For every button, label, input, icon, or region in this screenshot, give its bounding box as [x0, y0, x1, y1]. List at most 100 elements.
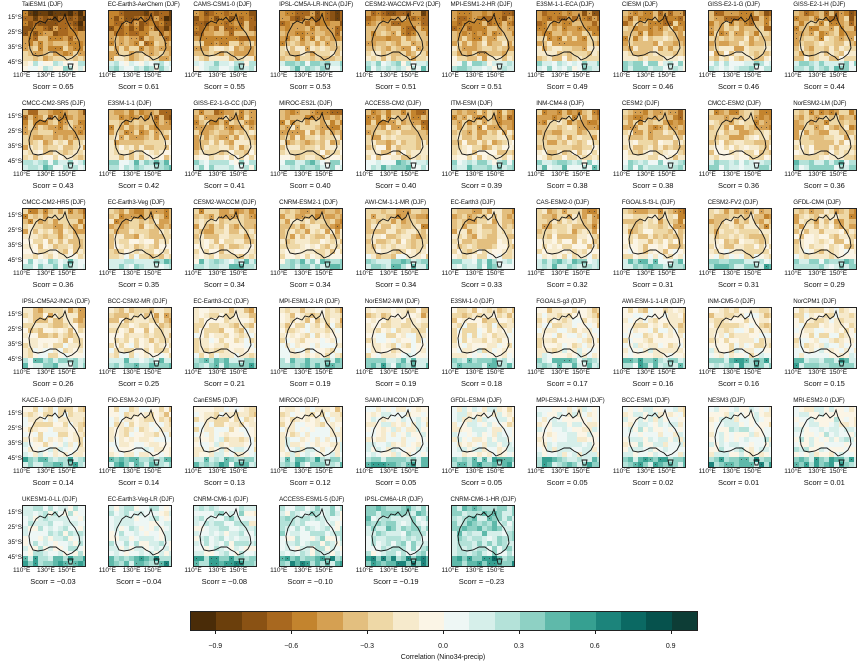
x-tick-label: 130°E: [37, 567, 55, 574]
panel-title: GISS-E2-1-H (DJF): [793, 1, 846, 8]
correlation-map: [793, 109, 858, 171]
x-tick-label: 130°E: [379, 468, 398, 475]
x-tick-label: 130°E: [37, 72, 55, 79]
x-tick-label: 130°E: [379, 567, 398, 574]
x-tick-label: 110°E: [698, 369, 716, 376]
correlation-map: [450, 10, 515, 72]
correlation-map: [22, 307, 86, 369]
map-panel: INM-CM4-8 (DJF) 110°E 130°E 150°E Scorr = 0.…: [514, 100, 601, 201]
scorr-label: Scorr = 0.49: [546, 82, 588, 91]
x-tick-label: 110°E: [612, 171, 631, 178]
colorbar-segment: [519, 612, 546, 630]
scorr-label: Scorr = 0.44: [803, 82, 845, 91]
colorbar-segment: [393, 612, 419, 630]
scorr-label: Scorr = −0.03: [30, 577, 76, 586]
x-tick-label: 150°E: [58, 72, 76, 79]
colorbar-segment: [368, 612, 394, 630]
scorr-label: Scorr = 0.01: [718, 478, 760, 487]
map-panel: KACE-1-0-G (DJF) 15°S 25°S 35°S 45°S 110°E 130…: [0, 397, 86, 498]
map-panel: CAS-ESM2-0 (DJF) 110°E 130°E 150°E Scorr = 0…: [514, 199, 601, 300]
panel-title: CNRM-CM6-1 (DJF): [193, 496, 249, 503]
scorr-label: Scorr = 0.55: [203, 82, 245, 91]
x-tick-label: 110°E: [527, 72, 545, 79]
map-panel: GISS-E2-1-H (DJF) 110°E 130°E 150°E Scorr = …: [771, 1, 858, 102]
panel-title: NorESM2-LM (DJF): [793, 100, 847, 107]
scorr-label: Scorr = 0.40: [375, 181, 417, 190]
x-tick-label: 130°E: [122, 567, 141, 574]
scorr-label: Scorr = 0.05: [546, 478, 588, 487]
correlation-map: [450, 406, 515, 468]
x-tick-label: 110°E: [184, 567, 202, 574]
colorbar-segment: [494, 612, 520, 630]
y-tick-label: 15°S: [7, 113, 22, 120]
map-panel: MIROC6 (DJF) 110°E 130°E 150°E Scorr = 0.12: [257, 397, 344, 498]
map-panel: EC-Earth3-AerChem (DJF) 110°E 130°E 150°E Sc…: [86, 1, 180, 102]
x-tick-label: 130°E: [379, 369, 398, 376]
x-tick-label: 150°E: [829, 468, 848, 475]
x-tick-label: 130°E: [208, 567, 227, 574]
panel-title: GFDL-CM4 (DJF): [793, 199, 841, 206]
x-tick-label: 110°E: [13, 270, 31, 277]
colorbar-tick-label: 0.6: [589, 643, 600, 650]
x-tick-label: 110°E: [184, 270, 202, 277]
colorbar-segment: [317, 612, 343, 630]
correlation-map: [22, 406, 86, 468]
x-tick-label: 110°E: [98, 72, 116, 79]
map-panel: IPSL-CM5A2-INCA (DJF) 15°S 25°S 35°S 45°S 110…: [0, 298, 90, 399]
x-tick-label: 110°E: [270, 468, 288, 475]
correlation-map: [107, 406, 172, 468]
scorr-label: Scorr = 0.46: [718, 82, 760, 91]
correlation-map: [621, 109, 686, 171]
y-tick-label: 25°S: [7, 29, 22, 36]
x-tick-label: 110°E: [527, 270, 545, 277]
y-tick-label: 15°S: [7, 14, 22, 21]
scorr-label: Scorr = −0.10: [287, 577, 333, 586]
x-tick-label: 110°E: [355, 171, 374, 178]
scorr-label: Scorr = 0.42: [118, 181, 160, 190]
x-tick-label: 130°E: [37, 171, 55, 178]
panel-title: EC-Earth3-Veg-LR (DJF): [107, 496, 175, 503]
correlation-map: [107, 10, 172, 72]
scorr-label: Scorr = 0.05: [460, 478, 503, 487]
x-tick-label: 110°E: [527, 468, 545, 475]
colorbar-tick-label: 0.0: [438, 643, 448, 650]
panel-title: BCC-CSM2-MR (DJF): [107, 298, 168, 305]
map-panel: CMCC-ESM2 (DJF) 110°E 130°E 150°E Scorr = 0.…: [686, 100, 772, 201]
x-tick-label: 150°E: [315, 369, 333, 376]
correlation-map: [364, 406, 429, 468]
panel-title: CESM2-FV2 (DJF): [707, 199, 759, 206]
x-tick-label: 150°E: [58, 369, 76, 376]
panel-title: GFDL-ESM4 (DJF): [450, 397, 502, 404]
x-tick-label: 130°E: [208, 468, 227, 475]
x-tick-label: 130°E: [208, 171, 227, 178]
scorr-label: Scorr = 0.51: [375, 82, 417, 91]
colorbar-segment: [469, 612, 495, 630]
scorr-label: Scorr = 0.13: [203, 478, 245, 487]
scorr-label: Scorr = 0.43: [32, 181, 74, 190]
map-panel: MIROC-ES2L (DJF) 110°E 130°E 150°E Scorr = 0…: [257, 100, 344, 201]
correlation-map: [621, 10, 686, 72]
x-tick-label: 150°E: [486, 468, 505, 475]
map-panel: GFDL-ESM4 (DJF) 110°E 130°E 150°E Scorr = 0.…: [429, 397, 515, 498]
map-panel: E3SM-1-1 (DJF) 110°E 130°E 150°E Scorr = 0.4…: [86, 100, 172, 201]
correlation-map: [536, 307, 601, 369]
x-tick-label: 150°E: [657, 468, 676, 475]
x-tick-label: 130°E: [551, 171, 569, 178]
y-tick-label: 35°S: [7, 242, 22, 249]
map-panel: EC-Earth3-Veg (DJF) 110°E 130°E 150°E Scorr …: [86, 199, 172, 300]
correlation-map: [450, 307, 515, 369]
colorbar-tick-mark: [594, 630, 596, 634]
map-panel: CESM2-WACCM-FV2 (DJF) 110°E 130°E 150°E Scor…: [343, 1, 441, 102]
correlation-map: [279, 307, 344, 369]
scorr-label: Scorr = 0.32: [546, 280, 588, 289]
map-panel: ACCESS-ESM1-5 (DJF) 110°E 130°E 150°E Scorr …: [257, 496, 344, 597]
x-tick-label: 110°E: [98, 171, 116, 178]
x-tick-label: 150°E: [486, 567, 505, 574]
x-tick-label: 110°E: [270, 567, 288, 574]
scorr-label: Scorr = 0.34: [289, 280, 331, 289]
y-tick-label: 35°S: [7, 143, 22, 150]
correlation-map: [536, 208, 601, 270]
correlation-map: [279, 406, 344, 468]
panel-title: CAMS-CSM1-0 (DJF): [193, 1, 252, 8]
x-tick-label: 130°E: [122, 72, 141, 79]
